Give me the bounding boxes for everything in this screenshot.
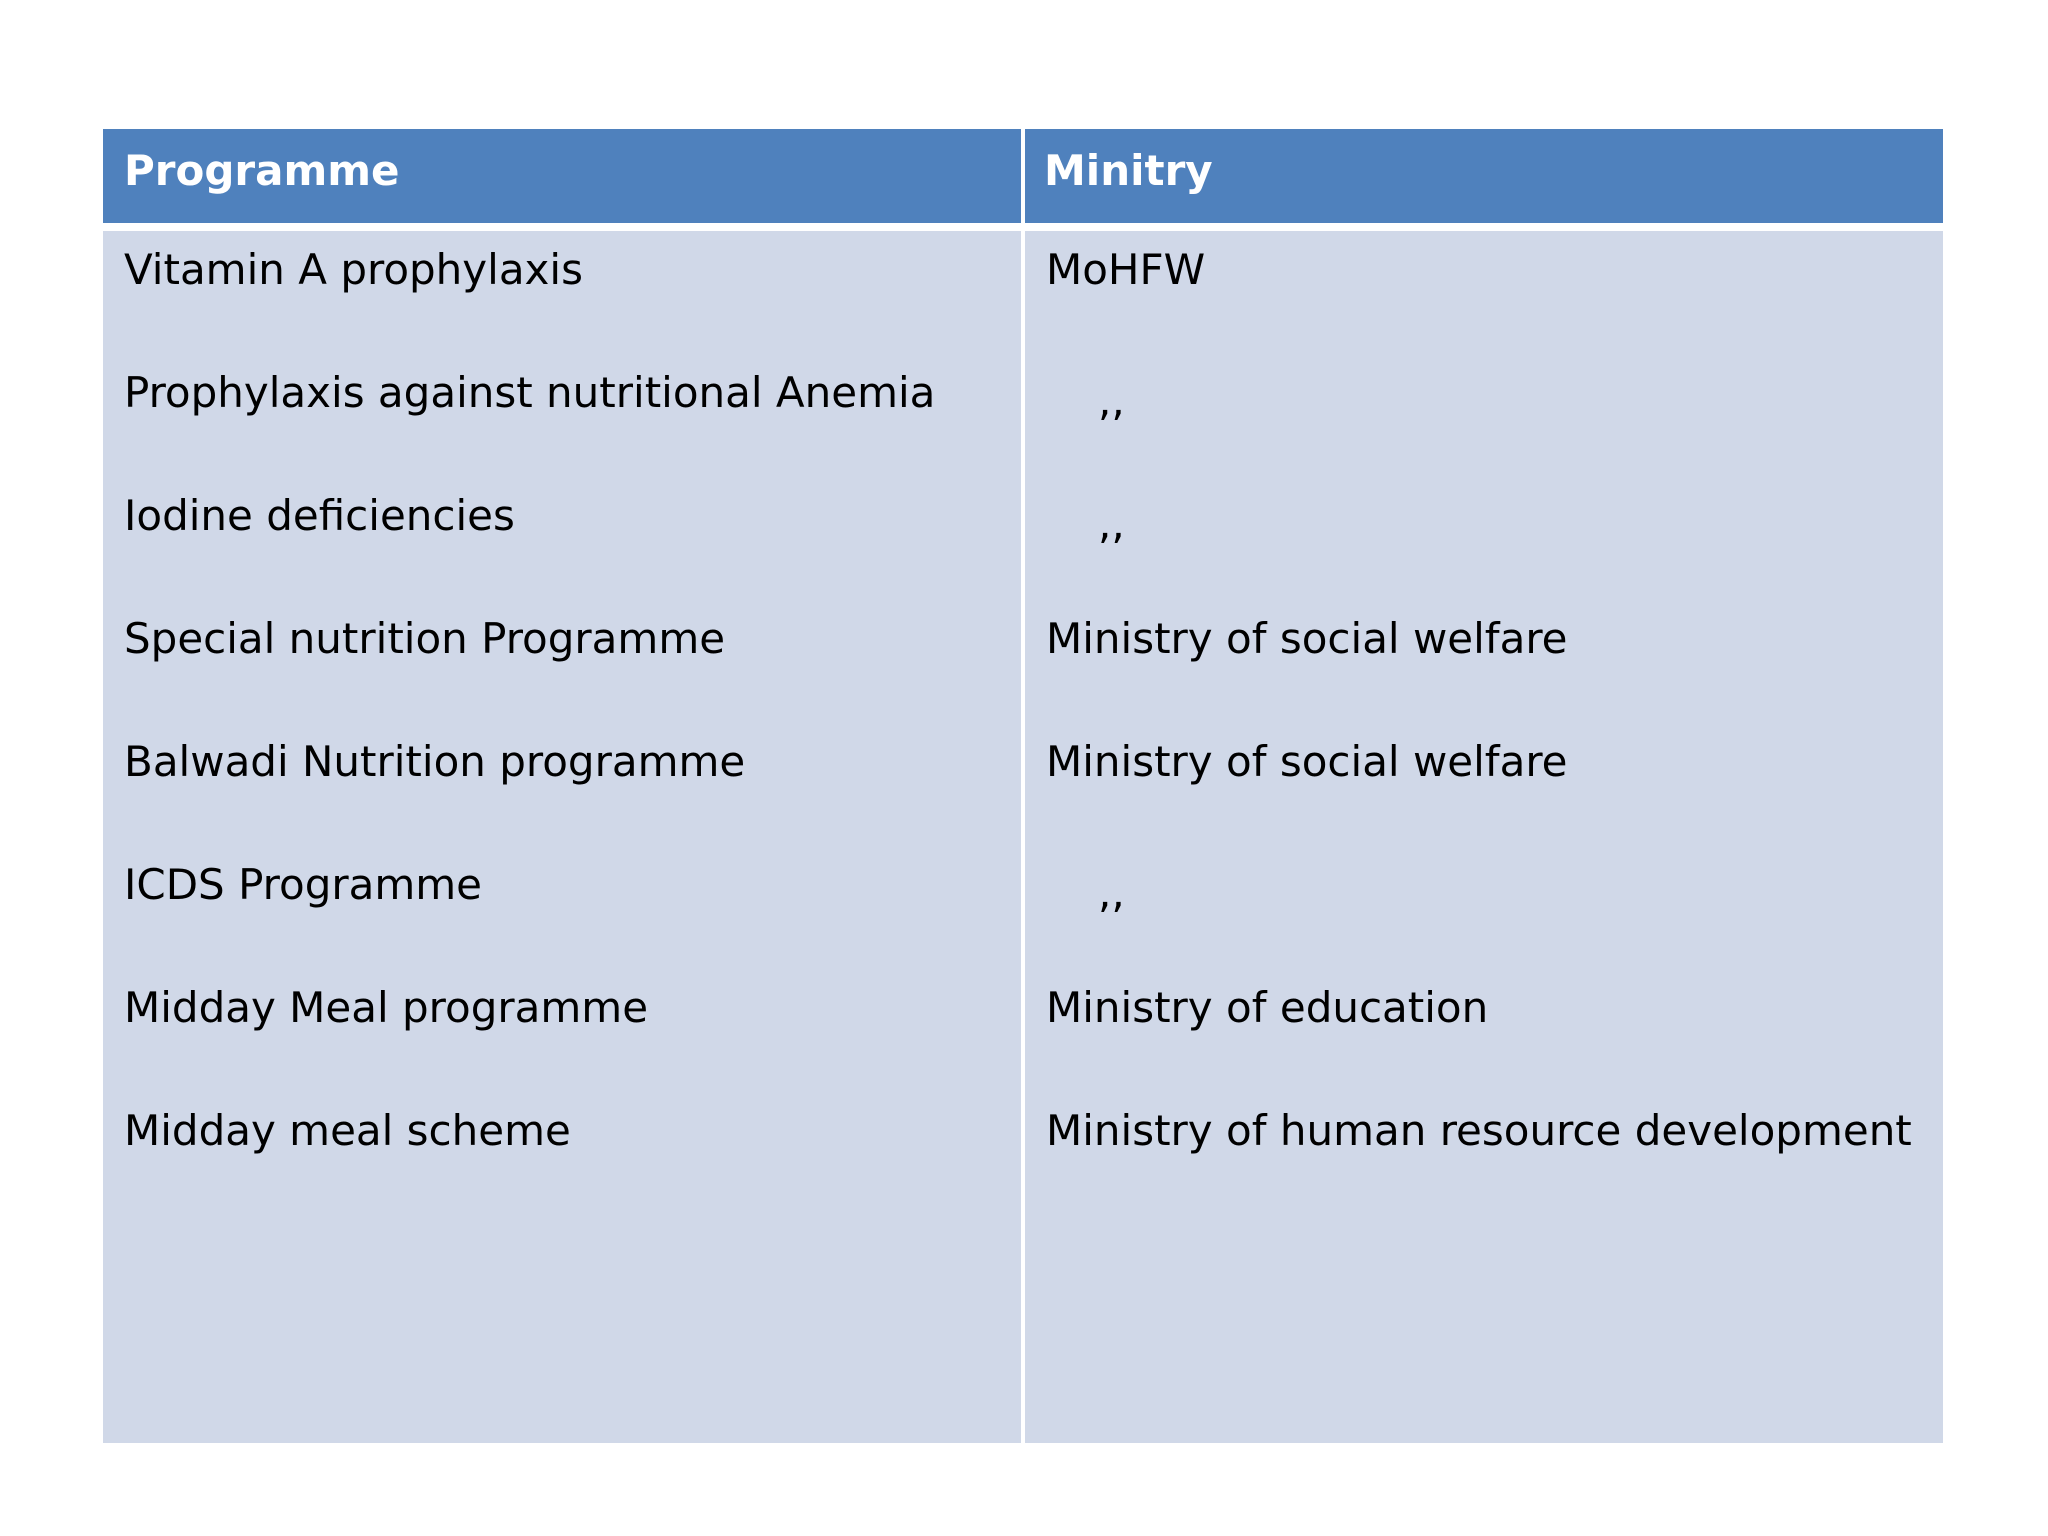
cell-text: ICDS Programme: [124, 860, 483, 909]
cell-text: Ministry of education: [1046, 983, 1489, 1032]
cell-text: ,,: [1098, 376, 1125, 425]
body-column: [1025, 231, 1943, 1443]
cell-text: Vitamin A prophylaxis: [124, 245, 583, 294]
header-text: Minitry: [1044, 146, 1213, 195]
cell-text: Ministry of social welfare: [1046, 737, 1568, 786]
cell-text: Ministry of social welfare: [1046, 614, 1568, 663]
body-column: [103, 231, 1021, 1443]
header-text: Programme: [124, 146, 400, 195]
cell-text: MoHFW: [1046, 245, 1206, 294]
cell-text: Iodine deficiencies: [124, 491, 515, 540]
cell-text: ,,: [1098, 499, 1125, 548]
cell-text: Ministry of human resource development: [1046, 1106, 1912, 1155]
cell-text: ,,: [1098, 868, 1125, 917]
header-cell: [103, 129, 1021, 223]
cell-text: Prophylaxis against nutritional Anemia: [124, 368, 936, 417]
header-cell: [1025, 129, 1943, 223]
cell-text: Special nutrition Programme: [124, 614, 726, 663]
cell-text: Midday meal scheme: [124, 1106, 571, 1155]
cell-text: Balwadi Nutrition programme: [124, 737, 746, 786]
cell-text: Midday Meal programme: [124, 983, 649, 1032]
